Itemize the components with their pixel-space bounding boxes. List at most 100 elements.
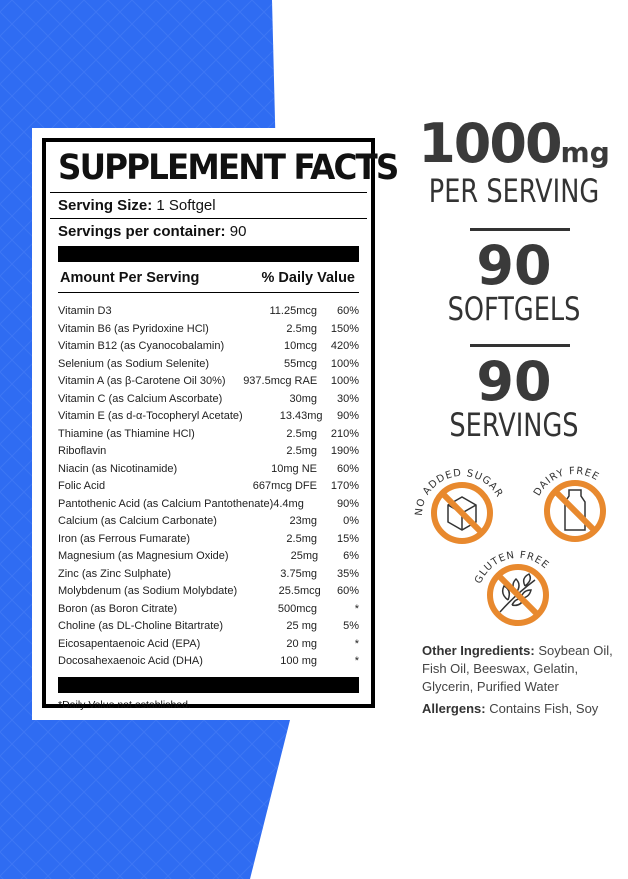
nutrient-dv: 190% xyxy=(330,445,359,457)
dairy-free-badge: DAIRY FREE xyxy=(532,466,606,542)
nutrient-amount: 3.75mg xyxy=(280,567,317,580)
serving-size: Serving Size: 1 Softgel xyxy=(58,197,216,214)
softgels-count: 90 xyxy=(476,234,552,297)
nutrient-dv: 170% xyxy=(330,480,359,492)
nutrient-name: Niacin (as Nicotinamide) xyxy=(58,462,178,475)
nutrient-name: Iron (as Ferrous Fumarate) xyxy=(58,532,191,545)
nutrient-dv: 5% xyxy=(343,620,359,632)
gluten-free-badge: GLUTEN FREE xyxy=(473,550,550,626)
nutrient-amount: 937.5mcg RAE xyxy=(243,375,318,387)
servings-per-container: Servings per container: 90 xyxy=(58,223,247,240)
nutrient-amount: 20 mg xyxy=(286,637,317,650)
nutrient-amount: 10mcg xyxy=(283,340,317,352)
nutrient-list: Vitamin D3 11.25mcg 60% Vitamin B6 (as Pyri… xyxy=(58,303,359,671)
nutrient-name: Molybdenum (as Sodium Molybdate) xyxy=(58,585,238,597)
other-ingredients: Other Ingredients: Soybean Oil, Fish Oil… xyxy=(422,643,613,694)
nutrient-dv: 60% xyxy=(336,305,359,317)
nutrient-name: Calcium (as Calcium Carbonate) xyxy=(58,515,217,527)
nutrient-dv: 0% xyxy=(343,515,359,527)
nutrient-row: Riboflavin 2.5mg 190% xyxy=(58,443,359,461)
nutrient-row: Eicosapentaenoic Acid (EPA) 20 mg * xyxy=(58,636,359,654)
nutrient-name: Thiamine (as Thiamine HCl) xyxy=(58,427,195,440)
nutrient-name: Riboflavin xyxy=(58,445,107,457)
nutrient-dv: 15% xyxy=(336,532,359,545)
nutrient-name: Magnesium (as Magnesium Oxide) xyxy=(58,550,229,562)
nutrient-dv: 60% xyxy=(336,462,359,475)
nutrient-amount: 667mcg DFE xyxy=(252,480,317,492)
nutrient-dv: 35% xyxy=(336,567,359,580)
nutrient-name: Vitamin C (as Calcium Ascorbate) xyxy=(58,392,223,405)
nutrient-name: Vitamin B12 (as Cyanocobalamin) xyxy=(58,340,225,352)
nutrient-name: Vitamin E (as d-α-Tocopheryl Acetate) xyxy=(58,410,243,422)
nutrient-name: Boron (as Boron Citrate) xyxy=(58,602,178,615)
nutrient-name: Eicosapentaenoic Acid (EPA) xyxy=(58,637,201,650)
nutrient-row: Molybdenum (as Sodium Molybdate) 25.5mcg 6… xyxy=(58,583,359,601)
nutrient-dv: * xyxy=(354,655,359,667)
nutrient-dv: * xyxy=(354,637,359,650)
nutrient-name: Zinc (as Zinc Sulphate) xyxy=(58,567,172,580)
nutrient-row: Docosahexaenoic Acid (DHA) 100 mg * xyxy=(58,653,359,671)
nutrient-dv: 210% xyxy=(330,427,359,440)
thick-bar xyxy=(58,246,359,262)
nutrient-name: Choline (as DL-Choline Bitartrate) xyxy=(58,620,224,632)
nutrient-dv: 150% xyxy=(330,322,359,335)
nutrient-amount: 25mg xyxy=(290,550,319,562)
nutrient-row: Boron (as Boron Citrate) 500mcg * xyxy=(58,601,359,619)
milk-bottle-icon xyxy=(564,489,586,531)
nutrient-dv: 90% xyxy=(336,410,359,422)
nutrient-row: Magnesium (as Magnesium Oxide) 25mg 6% xyxy=(58,548,359,566)
divider xyxy=(50,218,367,219)
nutrient-amount: 2.5mg xyxy=(286,532,317,545)
nutrient-amount: 500mcg xyxy=(277,602,317,615)
nutrient-row: Selenium (as Sodium Selenite) 55mcg 100% xyxy=(58,356,359,374)
servings-label: SERVINGS xyxy=(449,406,579,444)
nutrient-amount: 55mcg xyxy=(283,357,317,370)
servings-count: 90 xyxy=(476,350,552,413)
nutrient-amount: 23mg xyxy=(289,515,317,527)
nutrient-name: Pantothenic Acid (as Calcium Pantothenat… xyxy=(58,497,274,510)
softgels-label: SOFTGELS xyxy=(447,290,581,328)
nutrient-row: Zinc (as Zinc Sulphate) 3.75mg 35% xyxy=(58,566,359,584)
nutrient-dv: 60% xyxy=(336,585,359,597)
nutrient-amount: 2.5mg xyxy=(286,322,317,335)
nutrient-row: Vitamin B6 (as Pyridoxine HCl) 2.5mg 150% xyxy=(58,321,359,339)
nutrient-row: Niacin (as Nicotinamide) 10mg NE 60% xyxy=(58,461,359,479)
nutrient-dv: 100% xyxy=(330,375,359,387)
nutrient-row: Pantothenic Acid (as Calcium Pantothenat… xyxy=(58,496,359,514)
nutrient-amount: 2.5mg xyxy=(286,427,317,440)
divider xyxy=(470,344,570,347)
nutrient-name: Vitamin B6 (as Pyridoxine HCl) xyxy=(58,322,209,335)
divider xyxy=(470,228,570,231)
nutrient-row: Vitamin D3 11.25mcg 60% xyxy=(58,303,359,321)
nutrient-dv: 30% xyxy=(336,392,359,405)
divider xyxy=(50,192,367,193)
nutrient-amount: 25.5mcg xyxy=(278,585,321,597)
nutrient-amount: 13.43mg xyxy=(279,410,323,422)
nutrient-row: Vitamin E (as d-α-Tocopheryl Acetate) 13.… xyxy=(58,408,359,426)
dose-stat: 1000mg xyxy=(418,112,610,175)
nutrient-amount: 11.25mcg xyxy=(269,305,318,317)
nutrient-dv: 90% xyxy=(336,497,359,510)
nutrient-row: Vitamin A (as β-Carotene Oil 30%) 937.5mc… xyxy=(58,373,359,391)
nutrient-name: Selenium (as Sodium Selenite) xyxy=(58,357,210,370)
label-title: SUPPLEMENT FACTS xyxy=(58,148,399,188)
nutrient-row: Thiamine (as Thiamine HCl) 2.5mg 210% xyxy=(58,426,359,444)
supplement-facts-label: SUPPLEMENT FACTS Serving Size: 1 Softgel… xyxy=(42,138,399,711)
nutrient-row: Folic Acid 667mcg DFE 170% xyxy=(58,478,359,496)
nutrient-amount: 10mg NE xyxy=(271,462,317,475)
label-panel xyxy=(32,128,383,720)
nutrient-amount: 2.5mg xyxy=(286,445,317,457)
nutrient-amount: 4.4mg xyxy=(273,497,304,510)
nutrient-dv: 100% xyxy=(330,357,359,370)
nutrient-name: Vitamin A (as β-Carotene Oil 30%) xyxy=(58,375,226,387)
nutrient-dv: * xyxy=(354,602,359,615)
nutrient-name: Docosahexaenoic Acid (DHA) xyxy=(58,655,203,667)
nutrient-amount: 30mg xyxy=(289,392,317,405)
thick-bar xyxy=(58,676,359,693)
nutrient-amount: 100 mg xyxy=(280,655,317,667)
nutrient-row: Calcium (as Calcium Carbonate) 23mg 0% xyxy=(58,513,359,531)
per-serving: PER SERVING xyxy=(428,172,600,210)
nutrient-name: Folic Acid xyxy=(58,480,106,492)
footnote: *Daily Value not established. xyxy=(58,698,191,711)
nutrient-dv: 6% xyxy=(343,550,359,562)
